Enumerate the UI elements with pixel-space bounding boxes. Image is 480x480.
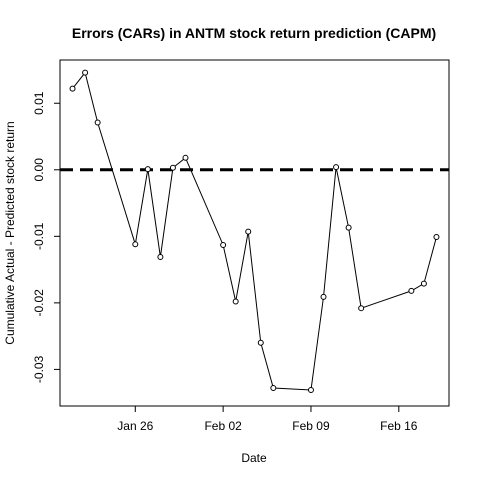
data-point (144, 166, 151, 173)
data-point (433, 233, 440, 240)
data-point (182, 154, 189, 161)
data-point (408, 287, 415, 294)
data-point (169, 164, 176, 171)
y-tick-label: -0.01 (32, 222, 46, 250)
data-point (132, 241, 139, 248)
data-point (307, 387, 314, 394)
data-point (358, 305, 365, 312)
x-tick-label: Feb 02 (204, 419, 242, 433)
y-axis: -0.03 -0.02 -0.01 0.00 0.01 (32, 91, 60, 383)
data-point (245, 228, 252, 235)
series-line (72, 71, 437, 391)
x-axis-label: Date (241, 451, 267, 465)
x-tick-label: Feb 09 (292, 419, 330, 433)
data-point (82, 69, 89, 76)
data-point (420, 280, 427, 287)
data-point (270, 385, 277, 392)
data-point (220, 241, 227, 248)
y-tick-label: -0.03 (32, 355, 46, 383)
data-point (157, 253, 164, 260)
data-point (232, 298, 239, 305)
y-tick-label: 0.00 (32, 158, 46, 182)
data-point (320, 293, 327, 300)
chart-title: Errors (CARs) in ANTM stock return predi… (72, 25, 436, 41)
y-tick-label: -0.02 (32, 289, 46, 317)
data-point (257, 339, 264, 346)
data-points (69, 69, 440, 394)
x-axis: Jan 26 Feb 02 Feb 09 Feb 16 (117, 406, 418, 433)
x-tick-label: Jan 26 (117, 419, 153, 433)
plot-frame (59, 59, 450, 407)
y-axis-label: Cumulative Actual - Predicted stock retu… (3, 121, 17, 344)
y-tick-label: 0.01 (32, 91, 46, 115)
data-point (69, 85, 76, 92)
data-point (94, 119, 101, 126)
data-point (333, 164, 340, 171)
x-tick-label: Feb 16 (380, 419, 418, 433)
data-point (345, 224, 352, 231)
